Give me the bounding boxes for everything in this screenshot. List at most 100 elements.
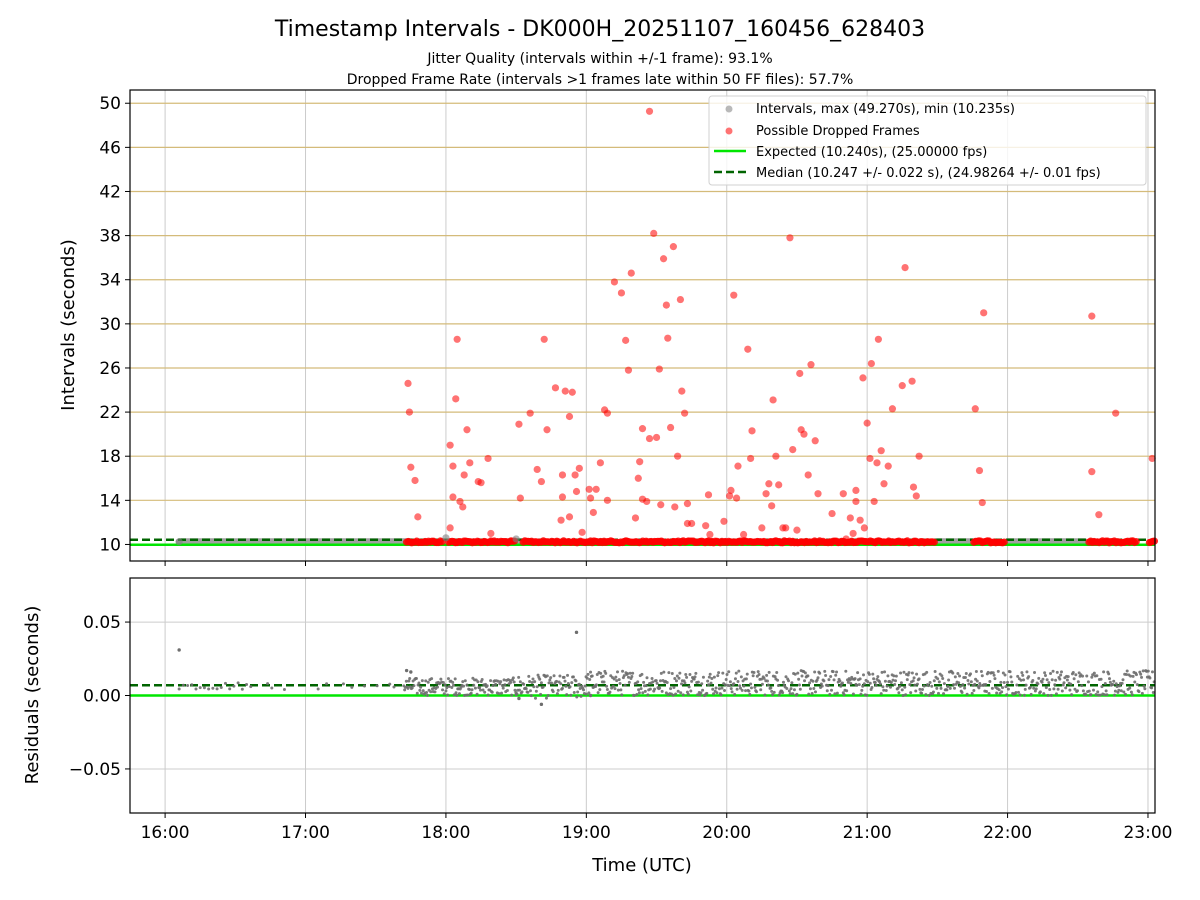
residual-point: [451, 680, 455, 684]
residual-point: [1000, 690, 1004, 694]
residual-point: [1104, 689, 1108, 693]
residual-point: [566, 673, 570, 677]
residual-point: [963, 675, 967, 679]
dropped-frame-point: [592, 485, 600, 493]
residual-point: [791, 692, 795, 696]
intervals-plot: 10 14 18 22 26 30 34 38 42 46 50: [99, 89, 1159, 566]
residual-point: [240, 687, 244, 691]
residual-point: [969, 672, 972, 676]
residual-point: [190, 683, 194, 687]
dropped-frame-point: [578, 528, 586, 536]
dropped-frame-point: [1095, 511, 1103, 519]
residual-point: [1005, 693, 1009, 697]
residual-point: [845, 689, 849, 693]
dropped-frame-point: [540, 335, 548, 343]
residual-point: [219, 686, 223, 690]
residual-point: [1024, 683, 1028, 687]
dropped-frame-point: [732, 494, 741, 502]
residual-point: [490, 690, 494, 694]
residual-point: [995, 691, 999, 695]
residual-point: [835, 670, 839, 674]
residual-point: [991, 671, 995, 675]
residual-point: [510, 693, 514, 697]
dropped-frame-point: [849, 529, 857, 538]
residual-point: [926, 684, 930, 688]
dropped-frame-point: [645, 434, 654, 443]
residual-point: [604, 671, 608, 675]
residual-point: [1125, 669, 1129, 673]
dropped-frame-point: [1148, 454, 1156, 463]
dropped-frame-point: [460, 471, 468, 479]
dropped-frame-point: [811, 437, 819, 445]
x-tick-label: 20:00: [702, 823, 751, 843]
residual-point: [1017, 690, 1021, 694]
residual-point: [1095, 674, 1099, 678]
residual-point: [773, 675, 777, 679]
dropped-frame-point: [571, 471, 579, 479]
residual-point: [788, 692, 792, 696]
dropped-frame-point: [537, 477, 546, 486]
residual-point: [533, 680, 537, 684]
residual-point: [1054, 692, 1058, 696]
residual-point: [249, 685, 253, 689]
residual-point: [992, 673, 996, 677]
top-y-tick-label: 10: [99, 535, 121, 555]
dropped-frame-point: [568, 388, 576, 396]
residual-point: [787, 689, 791, 693]
residual-point: [534, 696, 538, 700]
residual-point: [954, 682, 958, 686]
residual-point: [790, 681, 794, 685]
residual-point: [640, 672, 644, 676]
residual-point: [558, 674, 562, 678]
residual-point: [1043, 671, 1047, 675]
residual-point: [897, 691, 901, 695]
dropped-frame-point: [572, 487, 581, 496]
residual-point: [1003, 673, 1007, 677]
residual-point: [1114, 682, 1118, 686]
residual-point: [1031, 679, 1035, 683]
residual-point: [900, 688, 904, 692]
dropped-frame-point: [912, 492, 920, 500]
dropped-frame-point: [586, 494, 595, 502]
residual-point: [842, 693, 846, 697]
residual-point: [598, 688, 602, 692]
dropped-frame-point: [585, 485, 593, 493]
residual-point: [777, 693, 781, 697]
dropped-frame-point: [516, 494, 524, 502]
residual-point: [751, 674, 755, 678]
residual-point: [1102, 693, 1106, 697]
residual-point: [698, 693, 702, 697]
dropped-frame-point: [627, 269, 635, 277]
residual-point: [678, 671, 682, 675]
residual-point: [902, 670, 906, 674]
dropped-frame-point: [866, 454, 874, 463]
residual-point: [194, 687, 198, 691]
dropped-frame-point: [730, 291, 738, 299]
residual-point: [683, 681, 687, 685]
residual-point: [700, 682, 704, 686]
residual-point: [452, 683, 456, 687]
residual-point: [429, 690, 433, 694]
residual-point: [1146, 669, 1150, 673]
dropped-frame-point: [1088, 312, 1096, 320]
dropped-frame-point: [557, 516, 565, 524]
residual-point: [316, 687, 320, 691]
residual-point: [1037, 676, 1041, 680]
residual-point: [694, 671, 698, 675]
residual-point: [672, 685, 676, 689]
residual-point: [576, 690, 580, 694]
residual-point: [927, 693, 931, 697]
residual-point: [945, 688, 949, 692]
residual-point: [784, 675, 788, 679]
residual-point: [1020, 671, 1024, 675]
x-tick-label: 23:00: [1123, 823, 1172, 843]
residual-point: [789, 687, 793, 691]
residual-point: [878, 680, 882, 684]
residual-point: [792, 688, 796, 692]
residual-point: [622, 674, 626, 678]
dropped-frame-point: [814, 490, 822, 498]
residual-point: [690, 679, 694, 683]
top-y-tick-label: 50: [99, 94, 121, 114]
dropped-frame-point: [449, 493, 457, 501]
residual-point: [832, 678, 836, 682]
